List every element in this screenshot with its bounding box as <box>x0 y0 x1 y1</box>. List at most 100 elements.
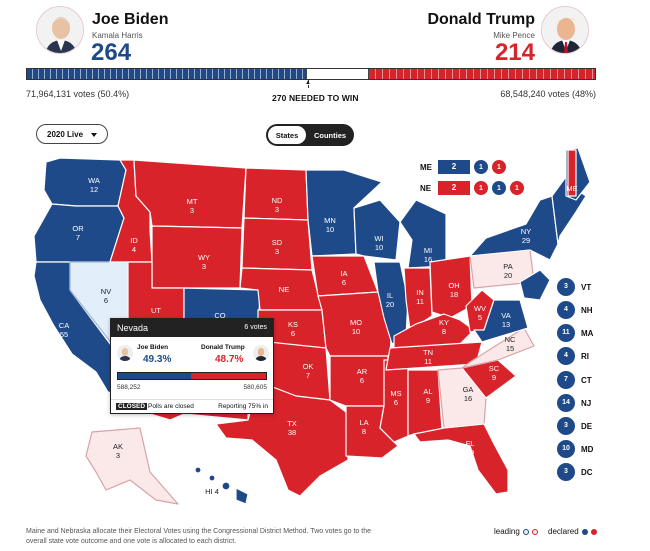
split-district-circle[interactable]: 1 <box>510 181 524 195</box>
rep-electoral-votes: 214 <box>494 39 535 66</box>
state-va[interactable] <box>473 299 529 343</box>
svg-text:MT: MT <box>187 197 198 206</box>
small-state-ev: 3 <box>557 417 575 435</box>
svg-text:9: 9 <box>492 373 496 382</box>
polls-closed-text: Polls are closed <box>148 403 194 410</box>
svg-text:IA: IA <box>340 269 347 278</box>
ev-bar-dem-segment <box>27 69 306 79</box>
election-year-dropdown[interactable]: 2020 Live <box>36 124 108 144</box>
tooltip-biden-avatar <box>117 345 133 361</box>
svg-text:CO: CO <box>214 311 225 320</box>
svg-text:MI: MI <box>424 246 432 255</box>
svg-text:GA: GA <box>463 385 474 394</box>
small-state-ev: 11 <box>557 324 575 342</box>
map-view-toggle[interactable]: States Counties <box>266 124 354 146</box>
svg-text:16: 16 <box>424 255 432 264</box>
reporting-percent: Reporting 75% in <box>218 403 268 410</box>
svg-text:6: 6 <box>360 376 364 385</box>
rep-popular-votes: 68,548,240 votes (48%) <box>500 89 596 99</box>
svg-text:OH: OH <box>448 281 459 290</box>
dem-popular-votes: 71,964,131 votes (50.4%) <box>26 89 130 99</box>
tooltip-dem-name: Joe Biden <box>137 344 169 351</box>
svg-text:7: 7 <box>306 371 310 380</box>
small-state-abbr: DE <box>581 422 593 431</box>
toggle-option-states[interactable]: States <box>268 126 306 144</box>
split-district-circle[interactable]: 1 <box>492 160 506 174</box>
svg-text:18: 18 <box>450 290 458 299</box>
split-statewide-box[interactable]: 2 <box>438 181 470 195</box>
polls-closed-badge: CLOSED <box>116 403 148 410</box>
svg-text:OK: OK <box>303 362 314 371</box>
svg-text:WV: WV <box>474 304 486 313</box>
svg-text:20: 20 <box>504 271 512 280</box>
split-district-circle[interactable]: 1 <box>492 181 506 195</box>
svg-text:AK: AK <box>113 442 123 451</box>
svg-text:WY: WY <box>198 253 210 262</box>
split-district-circle[interactable]: 1 <box>474 160 488 174</box>
svg-text:WI: WI <box>374 234 383 243</box>
state-wa[interactable] <box>43 157 127 207</box>
svg-text:8: 8 <box>442 327 446 336</box>
svg-text:10: 10 <box>326 225 334 234</box>
small-state-abbr: MD <box>581 445 594 454</box>
svg-text:CA: CA <box>59 321 69 330</box>
small-state-abbr: DC <box>581 468 593 477</box>
dem-electoral-votes: 264 <box>91 39 132 66</box>
split-state-abbr: ME <box>420 163 432 172</box>
legend-declared: declared <box>548 527 598 536</box>
small-state-ev: 3 <box>557 278 575 296</box>
svg-text:13: 13 <box>502 320 510 329</box>
legend-declared-label: declared <box>548 527 579 536</box>
legend-leading: leading <box>494 527 539 536</box>
state-ny-south[interactable] <box>519 269 551 301</box>
trump-avatar <box>541 6 589 54</box>
election-year-selected: 2020 Live <box>47 130 84 139</box>
svg-text:TX: TX <box>287 419 297 428</box>
state-ak[interactable] <box>85 427 179 505</box>
state-nc[interactable] <box>461 327 535 369</box>
small-state-ev: 14 <box>557 394 575 412</box>
tooltip-vote-bar-dem <box>118 373 191 379</box>
ev-bar-uncalled-segment <box>305 69 370 79</box>
state-oh[interactable] <box>429 255 473 319</box>
svg-text:MN: MN <box>324 216 336 225</box>
state-ny[interactable] <box>469 195 559 261</box>
tooltip-state-name: Nevada <box>117 323 149 333</box>
svg-text:3: 3 <box>116 451 120 460</box>
tooltip-trump-avatar <box>253 345 269 361</box>
svg-text:OR: OR <box>72 224 84 233</box>
split-statewide-box[interactable]: 2 <box>438 160 470 174</box>
svg-text:NE: NE <box>279 285 289 294</box>
svg-text:IL: IL <box>387 291 393 300</box>
small-state-abbr: NJ <box>581 399 592 408</box>
svg-text:FL: FL <box>466 439 475 448</box>
tooltip-vote-bar <box>117 372 267 380</box>
state-mt[interactable] <box>133 159 247 229</box>
legend-leading-label: leading <box>494 527 520 536</box>
tooltip-dem-pct: 49.3% <box>143 354 172 365</box>
svg-text:SD: SD <box>272 238 283 247</box>
svg-text:PA: PA <box>503 262 512 271</box>
state-tx[interactable] <box>215 351 349 497</box>
small-state-ev: 4 <box>557 301 575 319</box>
legend-declared-dem-dot-icon <box>581 528 588 535</box>
svg-text:ME: ME <box>566 184 577 193</box>
svg-text:55: 55 <box>60 330 68 339</box>
svg-text:NY: NY <box>521 227 531 236</box>
svg-text:KS: KS <box>288 320 298 329</box>
state-wi[interactable] <box>353 199 401 261</box>
svg-text:29: 29 <box>522 236 530 245</box>
state-fl[interactable] <box>413 423 509 495</box>
tooltip-dem-count: 588,252 <box>117 384 141 391</box>
split-district-circle[interactable]: 1 <box>474 181 488 195</box>
svg-text:ID: ID <box>130 236 138 245</box>
state-me-district-2[interactable] <box>567 149 577 197</box>
toggle-option-counties[interactable]: Counties <box>313 131 347 140</box>
svg-text:6: 6 <box>291 329 295 338</box>
svg-text:38: 38 <box>288 428 296 437</box>
state-hi[interactable] <box>194 466 249 505</box>
svg-text:12: 12 <box>90 185 98 194</box>
svg-text:20: 20 <box>386 300 394 309</box>
electoral-vote-bar <box>26 68 596 80</box>
